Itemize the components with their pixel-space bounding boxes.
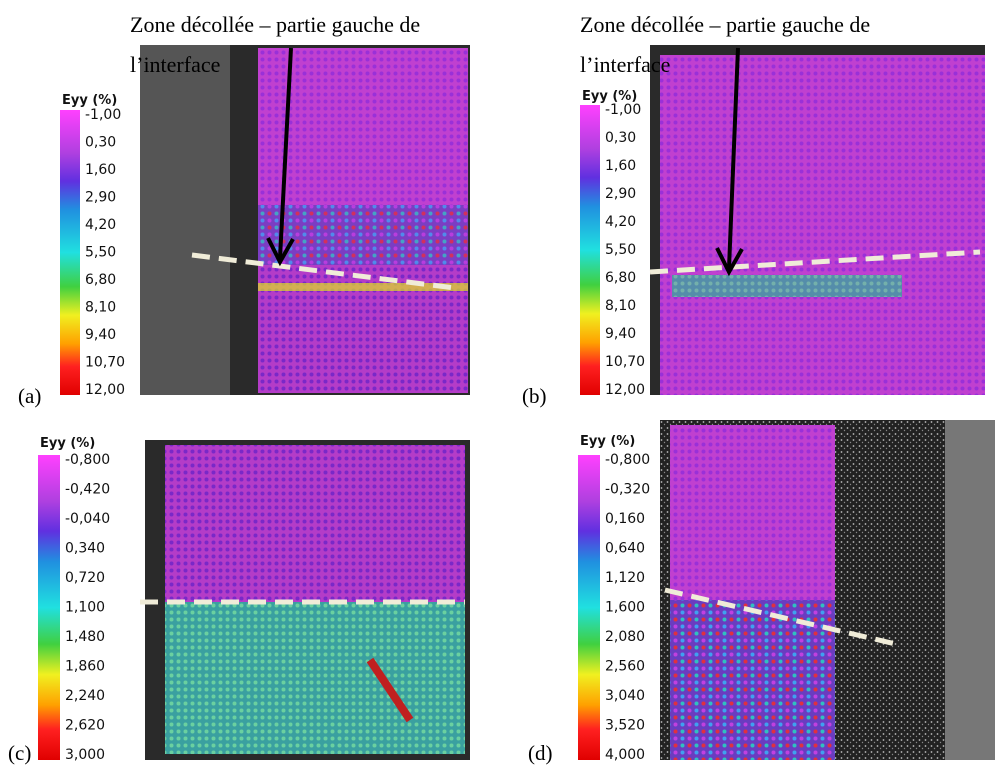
colorbar-label: 8,10 <box>85 300 116 316</box>
colorbar-label: 2,90 <box>85 190 116 206</box>
strain-map <box>670 425 835 600</box>
colorbar-label: 5,50 <box>605 242 636 258</box>
colorbar-label: 1,860 <box>65 659 105 675</box>
colorbar-label: -0,420 <box>65 482 110 498</box>
colorbar-label: 12,00 <box>605 382 645 398</box>
colorbar-label: 2,90 <box>605 186 636 202</box>
colorbar-label: 6,80 <box>605 270 636 286</box>
colorbar-label: 2,620 <box>65 718 105 734</box>
colorbar-label: 8,10 <box>605 298 636 314</box>
panel-label: (c) <box>8 741 31 765</box>
colorbar-label: -1,00 <box>605 102 641 118</box>
colorbar-label: 10,70 <box>85 355 125 371</box>
colorbar <box>578 455 600 760</box>
colorbar-label: -0,800 <box>65 452 110 468</box>
colorbar <box>580 105 600 395</box>
colorbar-label: 1,60 <box>85 162 116 178</box>
photo-left <box>140 45 230 395</box>
colorbar-title: Eyy (%) <box>582 89 637 104</box>
panel-label: (a) <box>18 384 41 408</box>
colorbar-title: Eyy (%) <box>62 93 117 108</box>
colorbar-label: -0,800 <box>605 452 650 468</box>
arrows <box>266 47 744 277</box>
colorbar-label: 4,20 <box>605 214 636 230</box>
colorbar <box>38 455 60 760</box>
colorbar-label: 5,50 <box>85 245 116 261</box>
strain-map <box>258 263 468 393</box>
strain-map <box>670 600 835 760</box>
colorbar-label: 9,40 <box>85 327 116 343</box>
colorbar-label: 3,040 <box>605 688 645 704</box>
colorbar-label: 1,480 <box>65 629 105 645</box>
colorbar-label: 3,520 <box>605 718 645 734</box>
colorbar-label: -0,320 <box>605 482 650 498</box>
colorbar-label: 2,080 <box>605 629 645 645</box>
panel-label: (d) <box>528 741 553 765</box>
colorbar-label: 4,000 <box>605 747 645 763</box>
colorbar-label: 2,240 <box>65 688 105 704</box>
colorbar-label: 0,340 <box>65 541 105 557</box>
panel-label: (b) <box>522 384 547 408</box>
colorbar-label: 1,600 <box>605 600 645 616</box>
colorbar-label: 12,00 <box>85 382 125 398</box>
annotation: Zone décollée – partie gauche de <box>580 12 870 37</box>
strain-band <box>258 283 468 291</box>
colorbar-label: 0,30 <box>605 130 636 146</box>
colorbar-label: -0,040 <box>65 511 110 527</box>
strain-map <box>165 445 465 602</box>
colorbar-label: -1,00 <box>85 107 121 123</box>
labels: Zone décollée – partie gauche de l’interf… <box>8 12 870 765</box>
colorbar-label: 0,720 <box>65 570 105 586</box>
colorbar-title: Eyy (%) <box>580 434 635 449</box>
strain-band <box>366 657 414 723</box>
colorbar-label: 0,640 <box>605 541 645 557</box>
colorbar-label: 1,60 <box>605 158 636 174</box>
annotation: l’interface <box>580 52 670 77</box>
photo-right <box>945 420 995 760</box>
colorbar <box>60 110 80 395</box>
strain-map <box>660 55 985 395</box>
colorbar-label: 10,70 <box>605 354 645 370</box>
colorbar-label: 0,160 <box>605 511 645 527</box>
colorbar-label: 2,560 <box>605 659 645 675</box>
colorbar-label: 0,30 <box>85 135 116 151</box>
strain-map <box>165 602 465 754</box>
colorbar-label: 4,20 <box>85 217 116 233</box>
strain-band <box>672 275 902 297</box>
colorbar-label: 6,80 <box>85 272 116 288</box>
strain-map <box>258 205 468 265</box>
annotation: l’interface <box>130 52 220 77</box>
colorbar-label: 1,120 <box>605 570 645 586</box>
interface-lines <box>140 249 981 648</box>
colorbar-label: 9,40 <box>605 326 636 342</box>
colorbar-label: 1,100 <box>65 600 105 616</box>
annotation: Zone décollée – partie gauche de <box>130 12 420 37</box>
colorbar-label: 3,000 <box>65 747 105 763</box>
colorbar-title: Eyy (%) <box>40 436 95 451</box>
